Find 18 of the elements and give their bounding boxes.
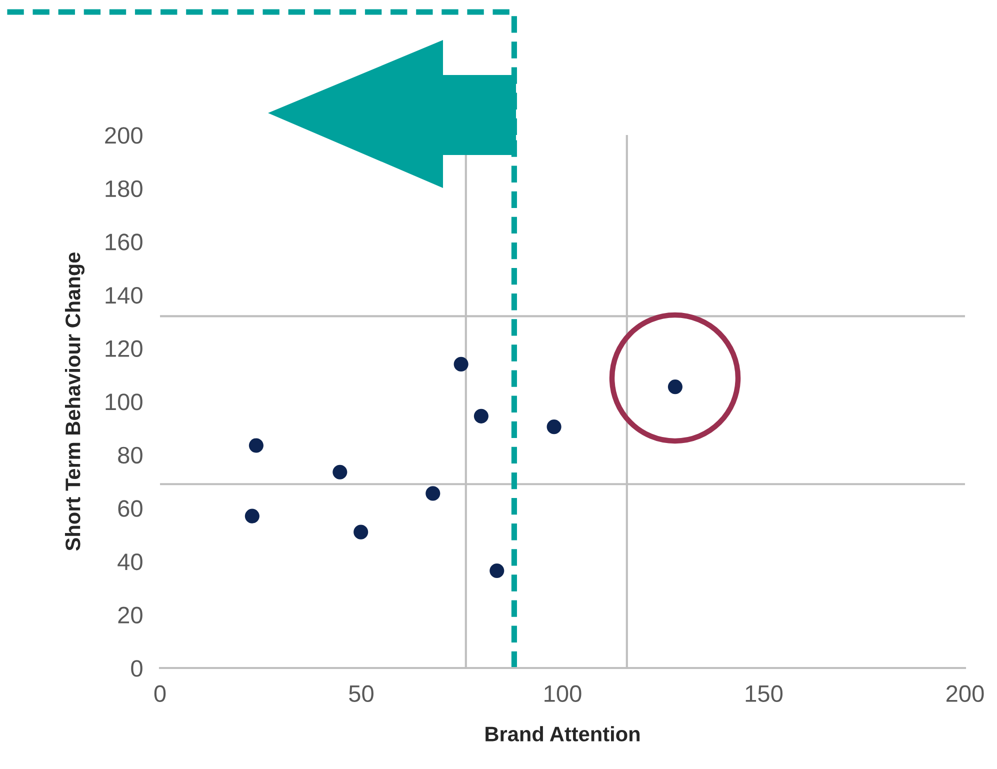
x-axis-title: Brand Attention xyxy=(486,726,640,742)
x-tick-label: 0 xyxy=(154,685,166,702)
y-tick-label: 40 xyxy=(118,553,142,570)
y-tick-label: 80 xyxy=(118,446,142,464)
y-tick-label: 200 xyxy=(105,127,142,144)
y-tick-label: 100 xyxy=(106,394,142,410)
x-tick-label: 150 xyxy=(746,685,783,702)
y-tick-label: 140 xyxy=(106,286,142,304)
y-tick-label: 180 xyxy=(106,180,142,198)
y-tick-label: 20 xyxy=(118,606,142,624)
y-axis-title: Short Term Behaviour Change xyxy=(64,252,84,551)
x-tick-label: 50 xyxy=(349,685,374,702)
x-tick-label: 100 xyxy=(544,685,582,702)
y-tick-label: 120 xyxy=(106,340,142,357)
x-tick-label: 200 xyxy=(946,685,984,702)
y-tick-label: 60 xyxy=(118,500,142,517)
y-tick-label: 0 xyxy=(131,660,142,677)
y-tick-label: 160 xyxy=(106,234,142,250)
